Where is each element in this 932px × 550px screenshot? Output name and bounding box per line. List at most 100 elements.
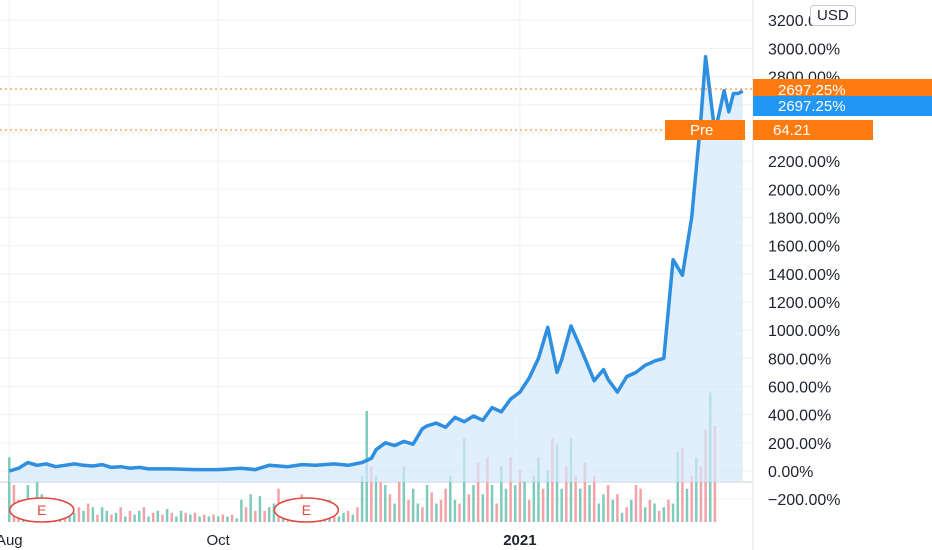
y-tick-label: 2000.00% [768, 182, 840, 199]
pre-market-value: 64.21 [773, 122, 811, 139]
volume-bar [147, 516, 150, 522]
volume-bar [77, 507, 81, 522]
orange-price-label: 2697.25% [778, 82, 846, 99]
volume-bar [379, 481, 382, 522]
volume-bar [212, 514, 215, 522]
y-tick-label: 1400.00% [768, 267, 840, 284]
volume-bar [690, 475, 693, 522]
y-tick-label: 1200.00% [768, 295, 840, 312]
volume-bar [472, 485, 475, 522]
volume-bar [105, 510, 109, 522]
volume-bar [643, 507, 647, 522]
volume-bar [458, 503, 461, 522]
volume-bar [402, 466, 406, 522]
volume-bar [504, 488, 508, 522]
volume-bar [514, 485, 517, 522]
volume-bar [602, 494, 605, 522]
earnings-marker[interactable] [9, 497, 75, 523]
y-tick-label: 2200.00% [768, 154, 840, 171]
blue-price-tag: 2697.25% [753, 96, 932, 116]
volume-bar [597, 503, 601, 522]
y-tick-label: 400.00% [768, 408, 831, 425]
volume-bar [249, 494, 252, 522]
volume-bar [676, 451, 679, 522]
y-tick-label: 0.00% [768, 464, 813, 481]
volume-bar [565, 466, 568, 522]
volume-bar [574, 475, 577, 522]
earnings-marker[interactable] [273, 497, 340, 523]
volume-bar [138, 510, 141, 522]
volume-bar [425, 485, 429, 522]
volume-bar [374, 475, 378, 522]
volume-bar [416, 503, 420, 522]
volume-bar [435, 503, 438, 522]
volume-bar [258, 496, 262, 522]
volume-bar [226, 516, 229, 522]
volume-bar [662, 507, 666, 522]
volume-bar [161, 514, 164, 522]
volume-bar [202, 514, 206, 522]
volume-bar [476, 462, 480, 522]
volume-bar [546, 470, 550, 522]
pre-market-tag: Pre 64.21 [665, 120, 873, 140]
volume-bar [407, 499, 410, 522]
volume-bar [411, 488, 415, 522]
volume-bar [490, 485, 494, 522]
x-tick-label: Oct [207, 532, 231, 549]
y-tick-label: 3000.00% [768, 41, 840, 58]
volume-bar [439, 499, 443, 522]
volume-bar [142, 507, 146, 522]
volume-bar [495, 503, 498, 522]
volume-bar [667, 499, 670, 522]
volume-bar [523, 481, 526, 522]
y-tick-label: 600.00% [768, 379, 831, 396]
volume-bar [518, 470, 522, 522]
volume-bar [342, 512, 345, 522]
volume-bar [639, 488, 642, 522]
volume-bar [421, 507, 424, 522]
x-tick-label: 2021 [503, 532, 536, 549]
volume-bar [486, 457, 489, 522]
volume-bar [467, 494, 471, 522]
volume-bar [193, 512, 197, 522]
volume-bar [356, 507, 359, 522]
volume-bar [537, 457, 540, 522]
series-line [8, 55, 744, 473]
volume-bar [337, 516, 341, 522]
earnings-marker-label: E [302, 502, 311, 518]
volume-bar [500, 466, 503, 522]
y-tick-label: 200.00% [768, 436, 831, 453]
volume-bar [156, 510, 160, 522]
volume-bar [453, 499, 457, 522]
volume-bar [235, 518, 238, 522]
volume-bar [263, 510, 266, 522]
volume-bar [96, 514, 99, 522]
volume-bar [384, 485, 387, 522]
volume-bar [699, 466, 703, 522]
volume-bar [606, 485, 610, 522]
volume-bar [681, 448, 684, 522]
volume-bar [634, 485, 638, 522]
volume-bar [625, 507, 628, 522]
volume-bar [114, 512, 118, 522]
volume-bar [244, 507, 248, 522]
volume-bar [189, 514, 192, 522]
volume-bar [397, 481, 401, 522]
volume-bar [555, 444, 559, 522]
volume-bar [616, 494, 619, 522]
x-axis: Aug Oct 2021 [0, 532, 537, 549]
volume-bar [611, 499, 614, 522]
volume-bar [541, 488, 545, 522]
y-tick-label: 1800.00% [768, 210, 840, 227]
currency-button[interactable]: USD [810, 5, 856, 26]
y-tick-label: 1000.00% [768, 323, 840, 340]
series-area-fill [9, 56, 743, 483]
volume-bar [695, 457, 698, 522]
volume-bar [179, 510, 183, 522]
volume-bar [583, 462, 587, 522]
volume-bar [346, 510, 350, 522]
volume-bar [221, 514, 225, 522]
volume-bar [165, 509, 169, 522]
volume-bar [133, 514, 136, 522]
